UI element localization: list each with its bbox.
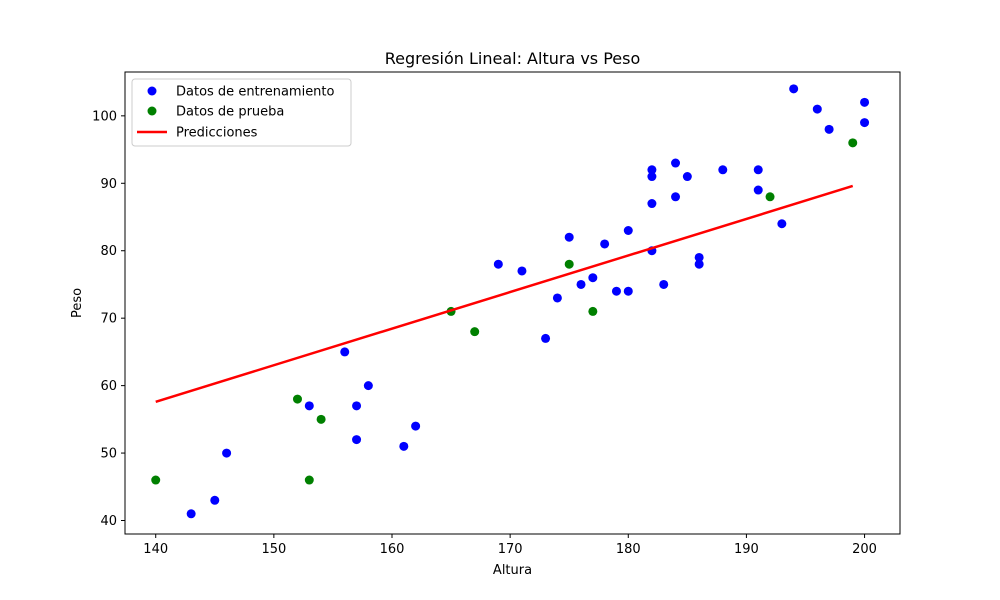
- prediction-line: [155, 184, 854, 404]
- training-point: [789, 84, 799, 94]
- test-point: [470, 327, 480, 337]
- test-point: [304, 475, 314, 485]
- training-point: [694, 259, 704, 269]
- x-tick-label: 140: [143, 542, 168, 557]
- training-point: [682, 172, 692, 182]
- y-axis: 40 50 60 70 80 90 100: [92, 109, 125, 529]
- chart-title: Regresión Lineal: Altura vs Peso: [385, 49, 641, 68]
- legend-box: [131, 78, 352, 147]
- y-tick-label: 80: [100, 244, 117, 259]
- training-point: [304, 401, 314, 411]
- test-point: [765, 192, 775, 202]
- legend-marker: [147, 86, 157, 96]
- training-point: [552, 293, 562, 303]
- training-point: [860, 118, 870, 128]
- training-point: [671, 158, 681, 168]
- legend-label: Predicciones: [176, 126, 258, 141]
- training-point: [363, 381, 373, 391]
- test-point: [151, 475, 161, 485]
- x-tick-label: 190: [734, 542, 759, 557]
- test-point: [292, 394, 302, 404]
- training-point: [623, 286, 633, 296]
- training-point: [647, 172, 657, 182]
- training-point: [493, 259, 503, 269]
- training-point: [600, 239, 610, 249]
- training-point: [647, 199, 657, 209]
- x-tick-label: 180: [616, 542, 641, 557]
- test-point: [848, 138, 858, 148]
- training-point: [753, 165, 763, 175]
- y-tick-label: 100: [92, 109, 117, 124]
- y-tick-label: 50: [100, 447, 117, 462]
- y-tick-label: 70: [100, 312, 117, 327]
- training-point: [399, 441, 409, 451]
- test-point: [564, 259, 574, 269]
- plot-marks: [151, 84, 870, 519]
- test-point: [316, 414, 326, 424]
- training-point: [352, 401, 362, 411]
- training-point: [222, 448, 232, 458]
- training-point: [694, 252, 704, 262]
- training-point: [812, 104, 822, 114]
- x-axis-label: Altura: [493, 563, 532, 578]
- training-point: [753, 185, 763, 195]
- training-point: [541, 333, 551, 343]
- training-point: [564, 232, 574, 242]
- training-point: [611, 286, 621, 296]
- training-point: [623, 225, 633, 235]
- x-tick-label: 150: [261, 542, 286, 557]
- x-tick-label: 200: [852, 542, 877, 557]
- training-point: [671, 192, 681, 202]
- x-tick-label: 170: [498, 542, 523, 557]
- training-point: [517, 266, 527, 276]
- training-point: [777, 219, 787, 229]
- y-tick-label: 60: [100, 379, 117, 394]
- legend-label: Datos de entrenamiento: [176, 85, 335, 100]
- training-point: [659, 279, 669, 289]
- test-point: [588, 306, 598, 316]
- plot-area: [124, 71, 901, 535]
- training-point: [576, 279, 586, 289]
- training-point: [186, 509, 196, 519]
- legend-marker: [147, 106, 157, 116]
- training-point: [824, 124, 834, 134]
- training-point: [647, 165, 657, 175]
- x-tick-label: 160: [380, 542, 405, 557]
- training-point: [588, 273, 598, 283]
- legend-label: Datos de prueba: [176, 105, 284, 120]
- training-point: [352, 435, 362, 445]
- training-point: [340, 347, 350, 357]
- y-tick-label: 90: [100, 177, 117, 192]
- training-point: [718, 165, 728, 175]
- y-tick-label: 40: [100, 514, 117, 529]
- y-axis-label: Peso: [70, 288, 85, 318]
- training-point: [411, 421, 421, 431]
- x-axis: 140 150 160 170 180 190 200: [143, 534, 877, 557]
- legend: Datos de entrenamiento Datos de prueba Pre…: [131, 78, 352, 147]
- training-point: [860, 97, 870, 107]
- training-point: [210, 495, 220, 505]
